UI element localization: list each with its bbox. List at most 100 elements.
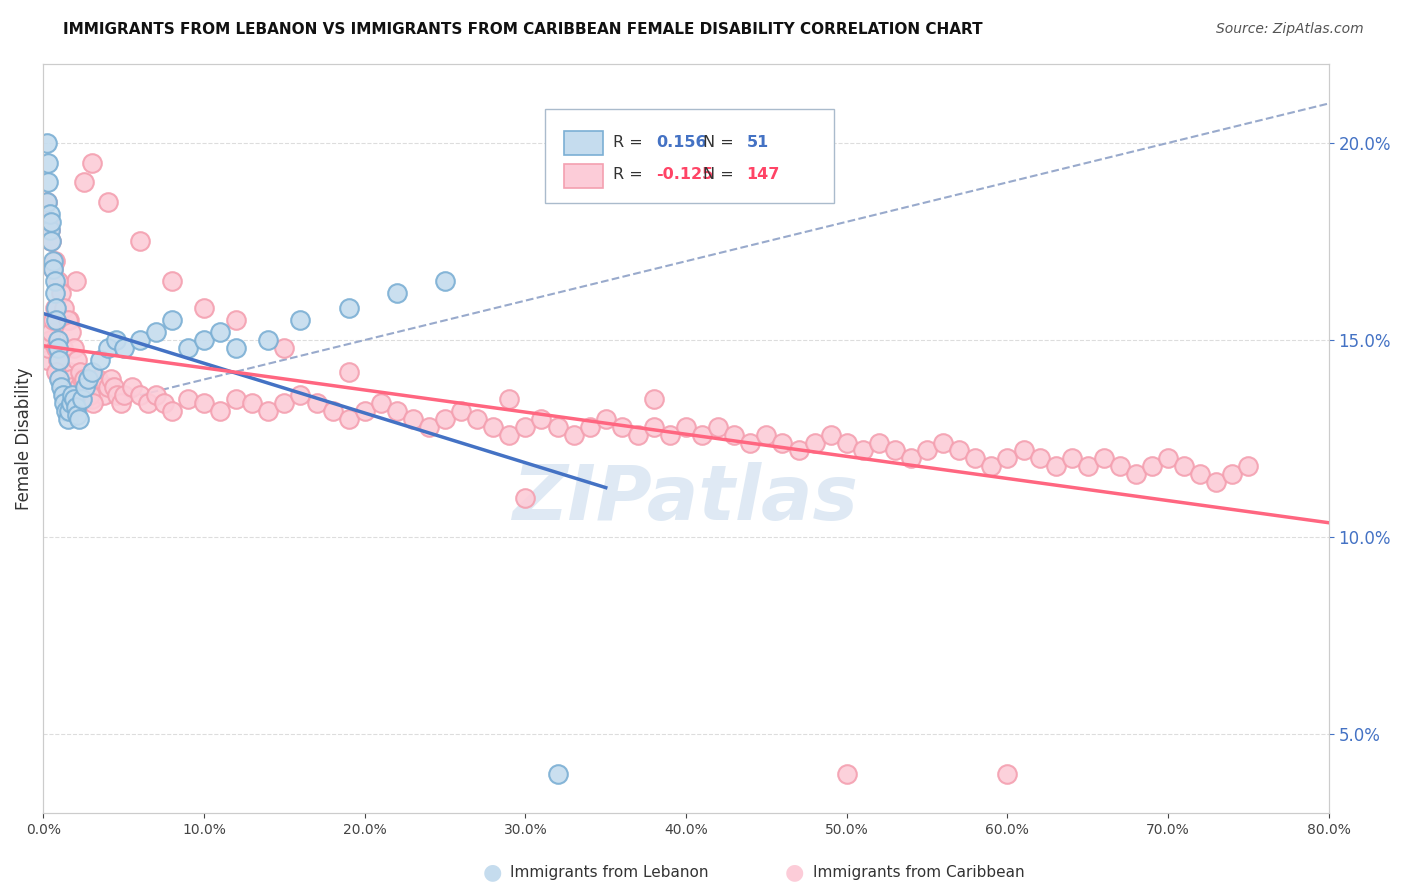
Point — [82, 396, 104, 410]
Point — [755, 427, 778, 442]
Point — [45, 341, 67, 355]
Point — [273, 341, 295, 355]
Text: 147: 147 — [747, 167, 780, 182]
Point — [110, 396, 132, 410]
Point — [38, 222, 60, 236]
Point — [1109, 459, 1132, 474]
Text: N =: N = — [703, 167, 738, 182]
Point — [52, 341, 75, 355]
Point — [63, 341, 86, 355]
Point — [58, 313, 80, 327]
Text: R =: R = — [613, 167, 648, 182]
Point — [370, 396, 392, 410]
Point — [49, 380, 72, 394]
Text: ●: ● — [785, 863, 804, 882]
Point — [63, 388, 86, 402]
Point — [37, 215, 59, 229]
Point — [852, 443, 875, 458]
Point — [177, 341, 200, 355]
Point — [290, 313, 312, 327]
Point — [160, 404, 183, 418]
Point — [225, 313, 247, 327]
Point — [42, 313, 65, 327]
Point — [690, 427, 713, 442]
Point — [1173, 459, 1195, 474]
Point — [35, 195, 58, 210]
Point — [49, 372, 72, 386]
Point — [322, 404, 344, 418]
Point — [900, 451, 922, 466]
Point — [100, 372, 122, 386]
Point — [160, 313, 183, 327]
Point — [69, 365, 91, 379]
Point — [385, 285, 408, 300]
Point — [337, 412, 360, 426]
Point — [46, 352, 69, 367]
Point — [1140, 459, 1163, 474]
Point — [595, 412, 617, 426]
Point — [59, 396, 82, 410]
Point — [305, 396, 328, 410]
Point — [1045, 459, 1067, 474]
Point — [932, 435, 955, 450]
Point — [337, 365, 360, 379]
Point — [160, 274, 183, 288]
Point — [58, 404, 80, 418]
Point — [83, 380, 105, 394]
Point — [803, 435, 825, 450]
Point — [1189, 467, 1212, 481]
Point — [53, 388, 76, 402]
Point — [659, 427, 682, 442]
Point — [52, 380, 75, 394]
Point — [723, 427, 745, 442]
Point — [121, 380, 143, 394]
Point — [41, 215, 63, 229]
Point — [80, 365, 103, 379]
Point — [80, 155, 103, 169]
Point — [60, 388, 83, 402]
Point — [90, 380, 112, 394]
Point — [44, 301, 66, 316]
Point — [627, 427, 650, 442]
Point — [915, 443, 938, 458]
Point — [610, 419, 633, 434]
Point — [209, 404, 232, 418]
Point — [578, 419, 600, 434]
Point — [835, 435, 858, 450]
Point — [1012, 443, 1035, 458]
Point — [41, 235, 63, 249]
Point — [35, 352, 58, 367]
Point — [1222, 467, 1244, 481]
Point — [868, 435, 890, 450]
Text: Immigrants from Caribbean: Immigrants from Caribbean — [813, 865, 1025, 880]
Point — [1205, 475, 1227, 489]
Point — [49, 285, 72, 300]
Point — [547, 766, 569, 780]
Point — [209, 325, 232, 339]
Point — [997, 451, 1019, 466]
Point — [46, 341, 69, 355]
Point — [87, 372, 110, 386]
Point — [515, 491, 537, 505]
Point — [884, 443, 907, 458]
Point — [59, 325, 82, 339]
Point — [59, 372, 82, 386]
Point — [44, 274, 66, 288]
Point — [37, 175, 59, 189]
Point — [643, 419, 665, 434]
Point — [353, 404, 375, 418]
Point — [707, 419, 730, 434]
Point — [75, 380, 97, 394]
Point — [58, 365, 80, 379]
Point — [418, 419, 440, 434]
Point — [41, 235, 63, 249]
Point — [530, 412, 553, 426]
Point — [75, 380, 97, 394]
Point — [79, 388, 101, 402]
Point — [45, 313, 67, 327]
Point — [498, 392, 520, 407]
Point — [128, 235, 150, 249]
Point — [1125, 467, 1147, 481]
Point — [44, 254, 66, 268]
Point — [103, 380, 125, 394]
